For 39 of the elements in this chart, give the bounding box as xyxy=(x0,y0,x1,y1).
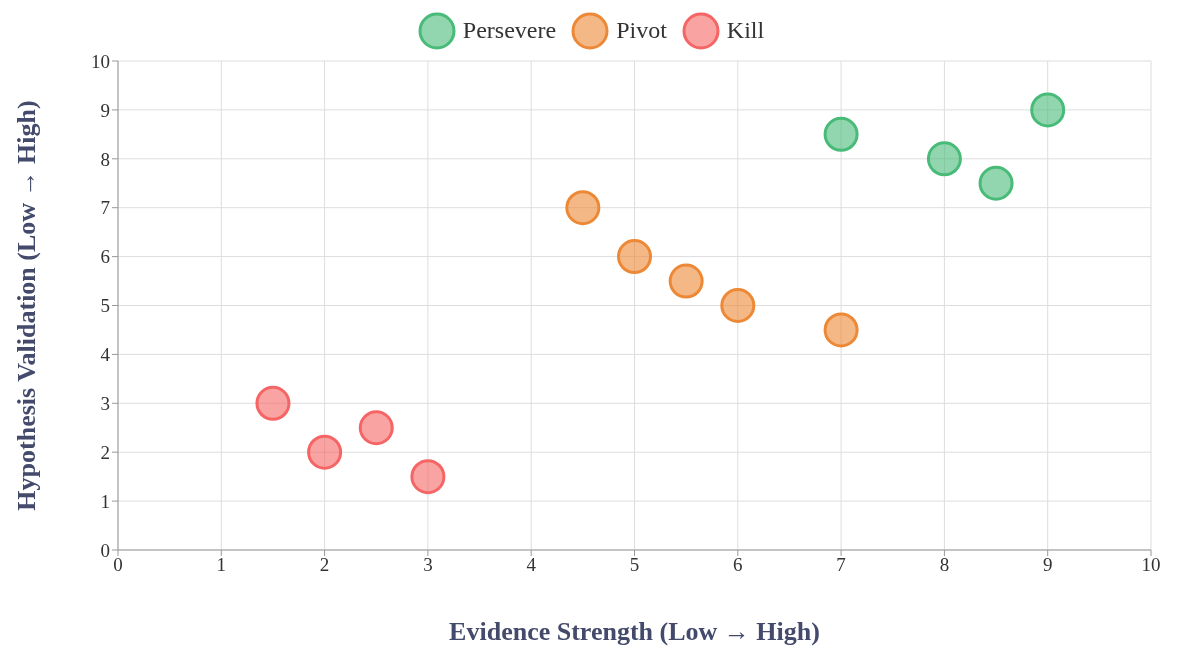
point xyxy=(926,141,962,177)
y-tick-label: 6 xyxy=(100,246,110,268)
y-tick-label: 4 xyxy=(100,344,111,366)
point xyxy=(823,116,859,152)
point xyxy=(410,459,446,495)
point xyxy=(823,312,859,348)
x-tick-label: 7 xyxy=(836,554,846,576)
point xyxy=(1030,92,1066,128)
point xyxy=(358,410,394,446)
y-tick-label: 10 xyxy=(91,50,110,72)
x-tick-label: 6 xyxy=(733,554,743,576)
point xyxy=(307,434,343,470)
x-tick-label: 3 xyxy=(423,554,433,576)
x-tick-label: 9 xyxy=(1042,554,1053,576)
point xyxy=(565,190,601,226)
y-tick-label: 8 xyxy=(100,148,110,170)
x-tick-label: 1 xyxy=(216,554,227,576)
legend-label: Persevere xyxy=(462,17,557,44)
legend-label: Kill xyxy=(726,17,765,44)
y-tick-label: 2 xyxy=(100,441,110,463)
x-tick-label: 8 xyxy=(939,554,950,576)
y-tick-label: 9 xyxy=(100,99,110,121)
point xyxy=(255,385,291,421)
y-tick-label: 5 xyxy=(100,295,110,317)
point xyxy=(668,263,704,299)
point xyxy=(617,239,652,275)
point xyxy=(978,165,1014,201)
x-axis-title: Evidence Strength (Low → High) xyxy=(449,617,820,646)
legend-label: Pivot xyxy=(616,17,667,44)
y-axis-title: Hypothesis Validation (Low → High) xyxy=(12,100,42,511)
y-tick-label: 3 xyxy=(100,393,110,415)
y-tick-label: 1 xyxy=(100,490,110,512)
x-tick-label: 2 xyxy=(319,554,330,576)
x-tick-label: 5 xyxy=(629,554,640,576)
x-tick-label: 10 xyxy=(1141,554,1161,576)
point xyxy=(720,288,756,323)
y-tick-label: 0 xyxy=(100,539,110,561)
y-tick-label: 7 xyxy=(100,197,110,219)
x-tick-label: 4 xyxy=(526,554,537,576)
